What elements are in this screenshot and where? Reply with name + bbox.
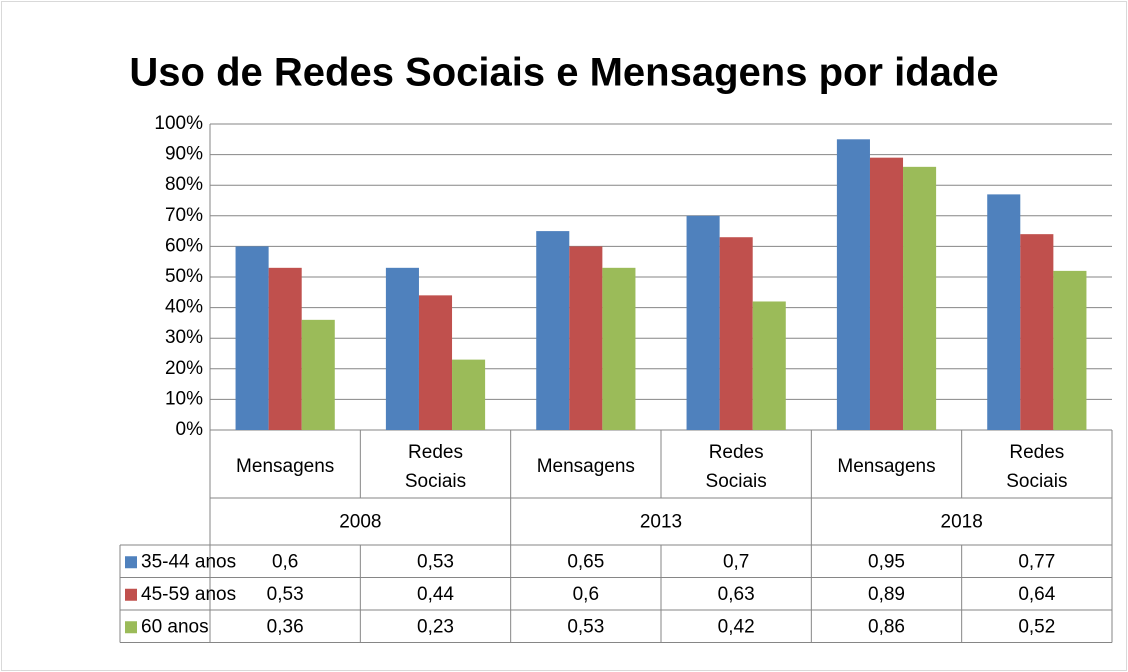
y-tick-label: 70% bbox=[165, 205, 203, 226]
legend-label: 35-44 anos bbox=[141, 551, 236, 572]
table-value: 0,53 bbox=[417, 551, 454, 572]
table-value: 0,95 bbox=[868, 551, 905, 572]
bar bbox=[836, 139, 870, 431]
x-tick-label: Mensagens bbox=[236, 456, 334, 477]
table-value: 0,52 bbox=[1018, 616, 1055, 637]
bar bbox=[752, 301, 786, 430]
bar bbox=[686, 215, 720, 430]
bar bbox=[719, 237, 753, 430]
legend-key bbox=[125, 621, 137, 634]
x-tick-label: Mensagens bbox=[537, 456, 635, 477]
bar bbox=[569, 246, 603, 430]
table-value: 0,44 bbox=[417, 584, 454, 605]
table-value: 0,77 bbox=[1018, 551, 1055, 572]
table-value: 0,53 bbox=[567, 616, 604, 637]
table-value: 0,7 bbox=[723, 551, 749, 572]
x-tick-label: Redes Sociais bbox=[1006, 442, 1067, 492]
table-value: 0,53 bbox=[267, 584, 304, 605]
bar bbox=[602, 267, 636, 430]
y-tick-label: 40% bbox=[165, 297, 203, 318]
bar bbox=[987, 194, 1021, 430]
table-value: 0,89 bbox=[868, 584, 905, 605]
y-tick-label: 50% bbox=[165, 266, 203, 287]
x-tick-label: Mensagens bbox=[837, 456, 935, 477]
table-value: 0,86 bbox=[868, 616, 905, 637]
chart-title: Uso de Redes Sociais e Mensagens por ida… bbox=[129, 51, 998, 95]
table-value: 0,6 bbox=[272, 551, 298, 572]
table-value: 0,23 bbox=[417, 616, 454, 637]
bar bbox=[536, 231, 570, 430]
table-value: 0,6 bbox=[573, 584, 599, 605]
x-tick-label: Redes Sociais bbox=[706, 442, 767, 492]
bar bbox=[268, 267, 302, 430]
table-value: 0,64 bbox=[1018, 584, 1055, 605]
table-value: 0,42 bbox=[718, 616, 755, 637]
bar bbox=[385, 267, 419, 430]
table-value: 0,63 bbox=[718, 584, 755, 605]
x-tick-label: Redes Sociais bbox=[405, 442, 466, 492]
bar bbox=[903, 166, 937, 430]
group-label: 2013 bbox=[640, 512, 682, 533]
y-tick-label: 100% bbox=[154, 113, 203, 134]
y-tick-label: 20% bbox=[165, 358, 203, 379]
bar bbox=[452, 359, 486, 430]
bar bbox=[301, 319, 335, 430]
y-tick-label: 30% bbox=[165, 327, 203, 348]
y-tick-label: 80% bbox=[165, 174, 203, 195]
group-label: 2008 bbox=[339, 512, 381, 533]
legend-label: 60 anos bbox=[141, 616, 209, 637]
legend-key bbox=[125, 588, 137, 601]
y-tick-label: 90% bbox=[165, 144, 203, 165]
y-tick-label: 10% bbox=[165, 388, 203, 409]
bar bbox=[1020, 234, 1054, 430]
bar bbox=[418, 295, 453, 430]
group-label: 2018 bbox=[941, 512, 983, 533]
legend-key bbox=[125, 556, 137, 569]
bar bbox=[235, 246, 269, 430]
legend-label: 45-59 anos bbox=[141, 584, 236, 605]
bar bbox=[1053, 270, 1087, 430]
y-tick-label: 0% bbox=[176, 419, 204, 440]
table-value: 0,36 bbox=[267, 616, 304, 637]
table-value: 0,65 bbox=[567, 551, 604, 572]
bar bbox=[869, 157, 904, 430]
y-tick-label: 60% bbox=[165, 235, 203, 256]
